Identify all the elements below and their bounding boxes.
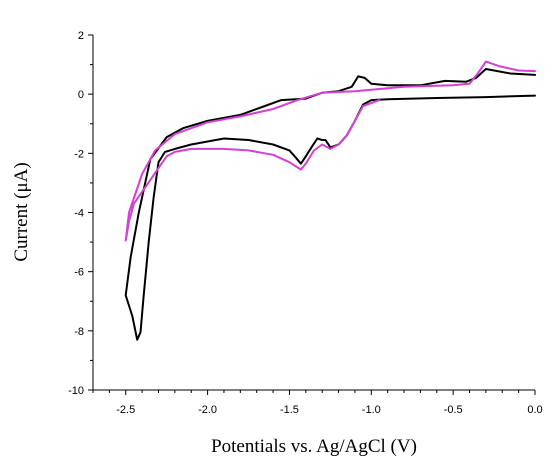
y-axis-title: Current (μA): [11, 162, 32, 261]
x-tick-label: -2.5: [116, 404, 135, 416]
y-tick-label: -6: [74, 267, 84, 279]
y-tick-label: -4: [74, 208, 84, 220]
x-tick-label: -1.5: [280, 404, 299, 416]
y-ticks: -10 -8 -6 -4 -2 0 2: [68, 30, 93, 397]
x-tick-label: 0.0: [527, 404, 542, 416]
y-tick-label: -10: [68, 385, 84, 397]
x-tick-label: -0.5: [444, 404, 463, 416]
y-tick-label: 2: [78, 30, 84, 42]
x-axis-title: Potentials vs. Ag/AgCl (V): [211, 436, 417, 457]
series-2-line: [124, 60, 536, 242]
x-tick-label: -1.0: [362, 404, 381, 416]
y-tick-label: 0: [78, 89, 84, 101]
y-tick-label: -8: [74, 326, 84, 338]
x-tick-label: -2.0: [198, 404, 217, 416]
x-ticks: -2.5 -2.0 -1.5 -1.0 -0.5 0.0: [92, 390, 543, 416]
plot-area: [92, 35, 535, 391]
y-tick-label: -2: [74, 148, 84, 160]
series-1-line: [124, 68, 536, 341]
series-layer: [124, 60, 536, 341]
